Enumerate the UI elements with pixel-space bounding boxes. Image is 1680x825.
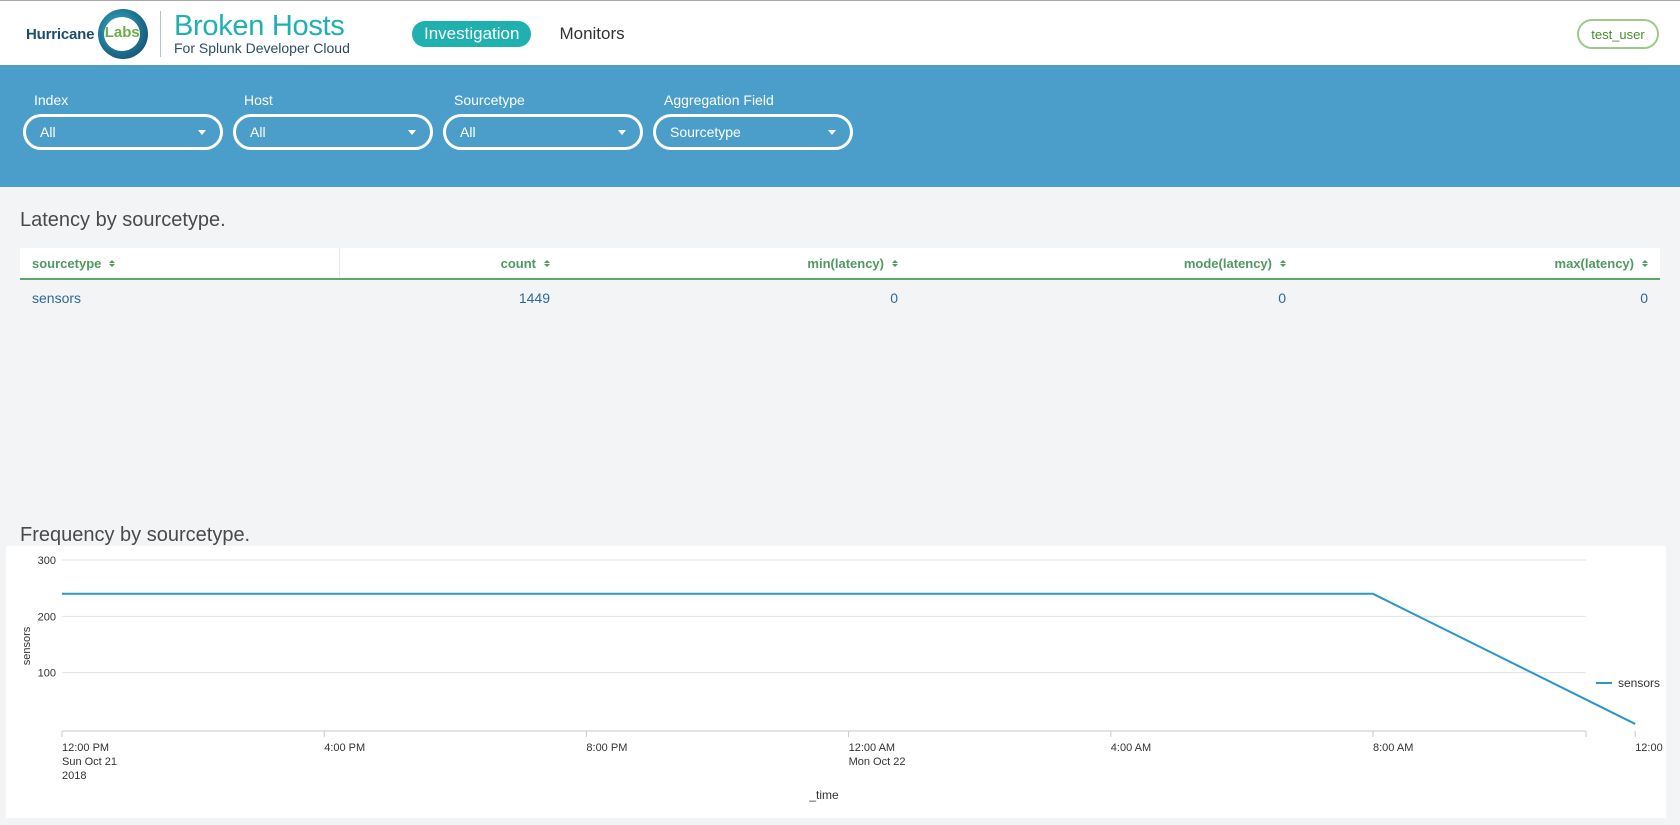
main-nav: Investigation Monitors: [412, 21, 653, 47]
host-dropdown[interactable]: All: [233, 114, 433, 150]
series-line-sensors: [62, 592, 1636, 725]
hurricane-labs-logo[interactable]: Hurricane Labs: [26, 9, 149, 59]
column-header-max-latency[interactable]: max(latency): [1298, 248, 1660, 278]
cell-min-latency[interactable]: 0: [890, 290, 898, 306]
x-tick-label: Mon Oct 22: [849, 756, 906, 768]
logo-divider: [160, 11, 161, 57]
top-bar: Hurricane Labs Broken Hosts For Splunk D…: [0, 0, 1680, 65]
latency-table: sourcetype count min(latency) mode(laten…: [20, 248, 1660, 316]
sort-icon: [1280, 259, 1286, 267]
index-dropdown-value: All: [40, 124, 56, 140]
sort-icon: [109, 259, 116, 267]
sourcetype-dropdown-value: All: [460, 124, 476, 140]
column-header-count[interactable]: count: [340, 248, 562, 278]
legend-swatch: [1596, 682, 1612, 684]
cell-count[interactable]: 1449: [518, 290, 550, 306]
frequency-chart: 100 200 300 12:00 PM Sun Oct 21 2018 4:00 PM 8:…: [6, 546, 1666, 818]
sort-icon: [544, 259, 550, 267]
filter-aggregation: Aggregation Field Sourcetype: [653, 92, 853, 150]
x-tick-label: 2018: [62, 770, 86, 782]
x-tick-label: 12:00 AM: [849, 742, 895, 754]
filter-sourcetype: Sourcetype All: [443, 92, 643, 150]
frequency-chart-svg: 100 200 300 12:00 PM Sun Oct 21 2018 4:00 PM 8:…: [21, 555, 1666, 802]
aggregation-dropdown-value: Sourcetype: [670, 124, 741, 140]
filter-host-label: Host: [244, 92, 273, 108]
filter-host: Host All: [233, 92, 433, 150]
logo-swirl-icon: Labs: [96, 9, 149, 59]
logo-word: Hurricane: [26, 25, 95, 43]
app-title: Broken Hosts For Splunk Developer Cloud: [174, 11, 350, 55]
filter-sourcetype-label: Sourcetype: [454, 92, 525, 108]
latency-section-title: Latency by sourcetype.: [20, 209, 226, 231]
table-row[interactable]: sensors 1449 0 0 0: [20, 280, 1660, 316]
user-menu-button[interactable]: test_user: [1577, 19, 1659, 49]
sort-icon: [892, 259, 898, 267]
y-tick-label: 300: [38, 555, 56, 567]
chevron-down-icon: [618, 129, 626, 135]
app-subtitle-text: For Splunk Developer Cloud: [174, 40, 350, 56]
frequency-section-title: Frequency by sourcetype.: [20, 524, 251, 546]
nav-investigation[interactable]: Investigation: [412, 21, 532, 47]
column-header-mode-latency[interactable]: mode(latency): [910, 248, 1298, 278]
y-axis-label: sensors: [21, 626, 33, 665]
sourcetype-dropdown[interactable]: All: [443, 114, 643, 150]
filter-index: Index All: [23, 92, 223, 150]
host-dropdown-value: All: [250, 124, 266, 140]
y-tick-label: 200: [38, 611, 56, 623]
sort-icon: [1642, 259, 1648, 267]
chevron-down-icon: [408, 129, 416, 135]
filter-aggregation-label: Aggregation Field: [664, 92, 774, 108]
chevron-down-icon: [828, 129, 836, 135]
y-tick-label: 100: [38, 668, 56, 680]
legend-label: sensors: [1618, 676, 1661, 690]
index-dropdown[interactable]: All: [23, 114, 223, 150]
chevron-down-icon: [198, 129, 206, 135]
column-header-min-latency[interactable]: min(latency): [562, 248, 910, 278]
x-tick-label: 4:00 PM: [324, 742, 365, 754]
logo-labs: Labs: [104, 24, 140, 41]
x-axis-label: _time: [808, 788, 839, 802]
cell-mode-latency[interactable]: 0: [1278, 290, 1286, 306]
x-tick-label: 8:00 PM: [586, 742, 627, 754]
x-tick-label: 12:00 PM: [1635, 742, 1666, 754]
app-title-text: Broken Hosts: [174, 10, 345, 42]
nav-monitors[interactable]: Monitors: [559, 24, 625, 43]
x-tick-label: 12:00 PM: [62, 742, 109, 754]
column-header-sourcetype[interactable]: sourcetype: [20, 248, 340, 278]
aggregation-field-dropdown[interactable]: Sourcetype: [653, 114, 853, 150]
cell-max-latency[interactable]: 0: [1640, 290, 1648, 306]
x-tick-label: Sun Oct 21: [62, 756, 117, 768]
table-header: sourcetype count min(latency) mode(laten…: [20, 248, 1660, 280]
x-tick-label: 8:00 AM: [1373, 742, 1413, 754]
cell-sourcetype[interactable]: sensors: [32, 290, 82, 306]
x-tick-label: 4:00 AM: [1111, 742, 1151, 754]
filter-bar: Index All Host All Sourcetype All Aggreg…: [0, 65, 1680, 187]
filter-index-label: Index: [34, 92, 69, 108]
chart-legend[interactable]: sensors: [1596, 676, 1660, 690]
